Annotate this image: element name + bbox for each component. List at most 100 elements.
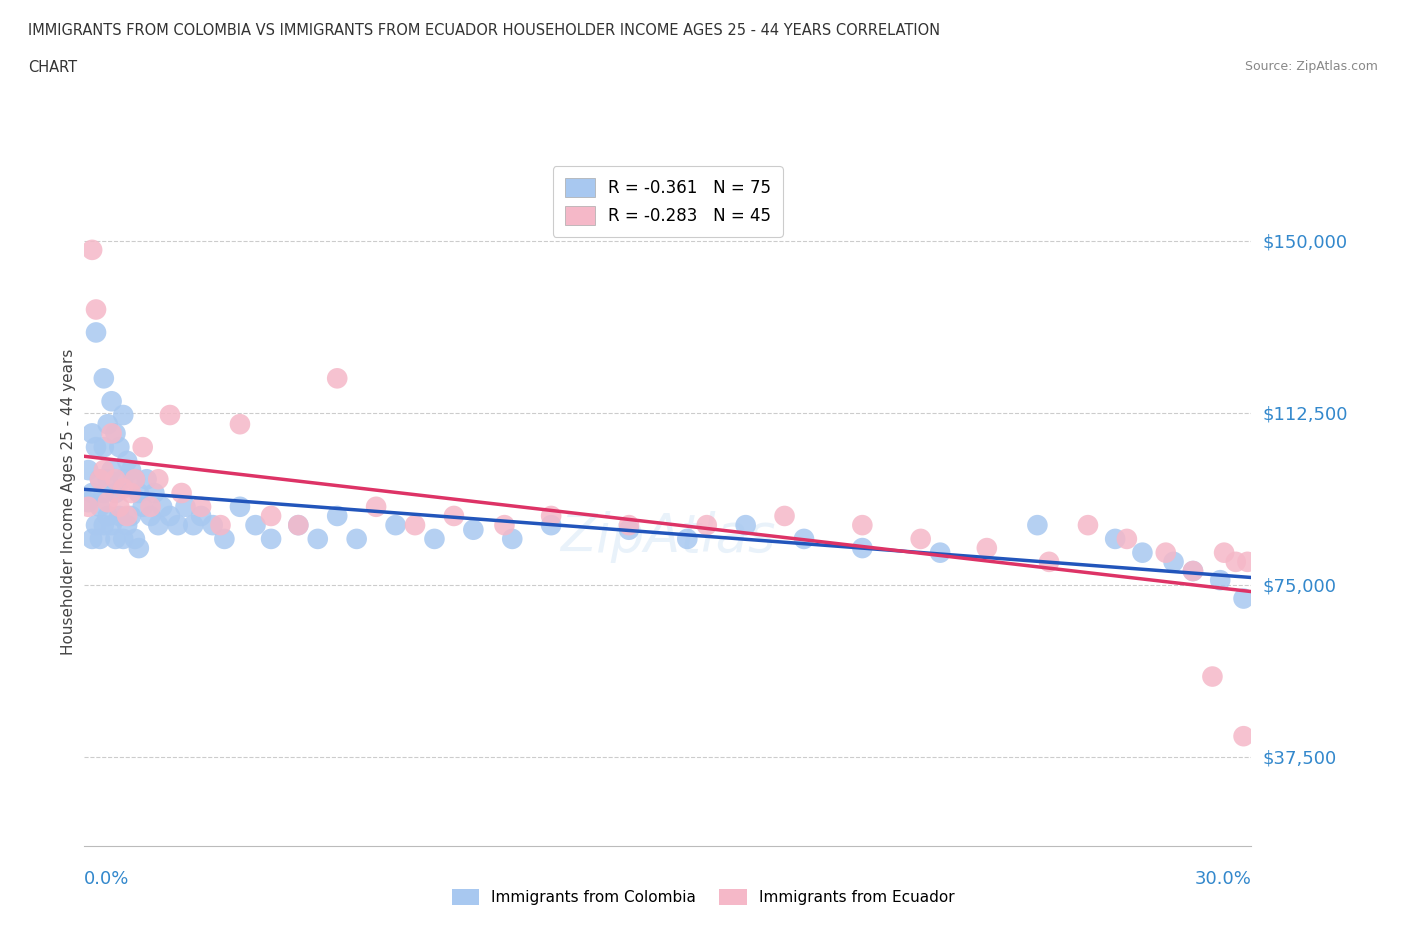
Point <box>734 518 756 533</box>
Point <box>89 531 111 546</box>
Point <box>97 495 120 510</box>
Point <box>260 531 283 546</box>
Point <box>93 485 115 500</box>
Point <box>404 518 426 533</box>
Point <box>97 509 120 524</box>
Point <box>929 545 952 560</box>
Text: 30.0%: 30.0% <box>1195 870 1251 888</box>
Point <box>540 518 562 533</box>
Point <box>100 518 122 533</box>
Point <box>100 462 122 477</box>
Point <box>128 485 150 500</box>
Point <box>93 440 115 455</box>
Point <box>104 472 127 486</box>
Point <box>77 462 100 477</box>
Point <box>1213 545 1236 560</box>
Point <box>104 531 127 546</box>
Point <box>135 472 157 486</box>
Point <box>245 518 267 533</box>
Point <box>910 531 932 546</box>
Point <box>166 518 188 533</box>
Point <box>1181 564 1204 578</box>
Point <box>346 531 368 546</box>
Point <box>100 426 122 441</box>
Point <box>77 499 100 514</box>
Point <box>124 472 146 486</box>
Text: Source: ZipAtlas.com: Source: ZipAtlas.com <box>1244 60 1378 73</box>
Point <box>540 509 562 524</box>
Point <box>201 518 224 533</box>
Point <box>170 485 193 500</box>
Point <box>82 485 104 500</box>
Point <box>89 499 111 514</box>
Point <box>384 518 406 533</box>
Point <box>1236 554 1258 569</box>
Point <box>366 499 388 514</box>
Point <box>115 509 138 524</box>
Point <box>190 499 212 514</box>
Point <box>84 325 107 339</box>
Point <box>120 509 142 524</box>
Point <box>148 518 170 533</box>
Point <box>97 417 120 432</box>
Point <box>115 518 138 533</box>
Point <box>287 518 309 533</box>
Point <box>1154 545 1177 560</box>
Point <box>132 440 155 455</box>
Point <box>1232 729 1254 744</box>
Point <box>89 472 111 486</box>
Point <box>1104 531 1126 546</box>
Point <box>696 518 718 533</box>
Point <box>1225 554 1247 569</box>
Text: IMMIGRANTS FROM COLOMBIA VS IMMIGRANTS FROM ECUADOR HOUSEHOLDER INCOME AGES 25 -: IMMIGRANTS FROM COLOMBIA VS IMMIGRANTS F… <box>28 23 941 38</box>
Point <box>159 407 181 422</box>
Point <box>1132 545 1154 560</box>
Point <box>104 426 127 441</box>
Point <box>676 531 699 546</box>
Point <box>108 440 131 455</box>
Point <box>97 472 120 486</box>
Text: 0.0%: 0.0% <box>84 870 129 888</box>
Point <box>1232 591 1254 606</box>
Point <box>1077 518 1099 533</box>
Legend: R = -0.361   N = 75, R = -0.283   N = 45: R = -0.361 N = 75, R = -0.283 N = 45 <box>553 166 783 236</box>
Legend: Immigrants from Colombia, Immigrants from Ecuador: Immigrants from Colombia, Immigrants fro… <box>444 882 962 913</box>
Point <box>617 518 640 533</box>
Point <box>108 509 131 524</box>
Point <box>260 509 283 524</box>
Point <box>100 393 122 408</box>
Point <box>128 540 150 555</box>
Point <box>501 531 523 546</box>
Point <box>84 302 107 317</box>
Point <box>120 462 142 477</box>
Point <box>143 485 166 500</box>
Point <box>150 499 173 514</box>
Point <box>229 417 252 432</box>
Point <box>209 518 232 533</box>
Point <box>494 518 516 533</box>
Point <box>976 540 998 555</box>
Point <box>326 509 349 524</box>
Point <box>82 531 104 546</box>
Text: ZipAtlas: ZipAtlas <box>560 511 776 563</box>
Point <box>93 371 115 386</box>
Point <box>773 509 796 524</box>
Text: CHART: CHART <box>28 60 77 75</box>
Y-axis label: Householder Income Ages 25 - 44 years: Householder Income Ages 25 - 44 years <box>60 349 76 656</box>
Point <box>174 499 197 514</box>
Point <box>115 454 138 469</box>
Point <box>190 509 212 524</box>
Point <box>159 509 181 524</box>
Point <box>112 531 135 546</box>
Point <box>132 499 155 514</box>
Point <box>1201 669 1223 684</box>
Point <box>214 531 236 546</box>
Point <box>851 518 873 533</box>
Point <box>77 495 100 510</box>
Point <box>793 531 815 546</box>
Point <box>617 523 640 538</box>
Point <box>104 485 127 500</box>
Point <box>1026 518 1049 533</box>
Point <box>229 499 252 514</box>
Point <box>82 243 104 258</box>
